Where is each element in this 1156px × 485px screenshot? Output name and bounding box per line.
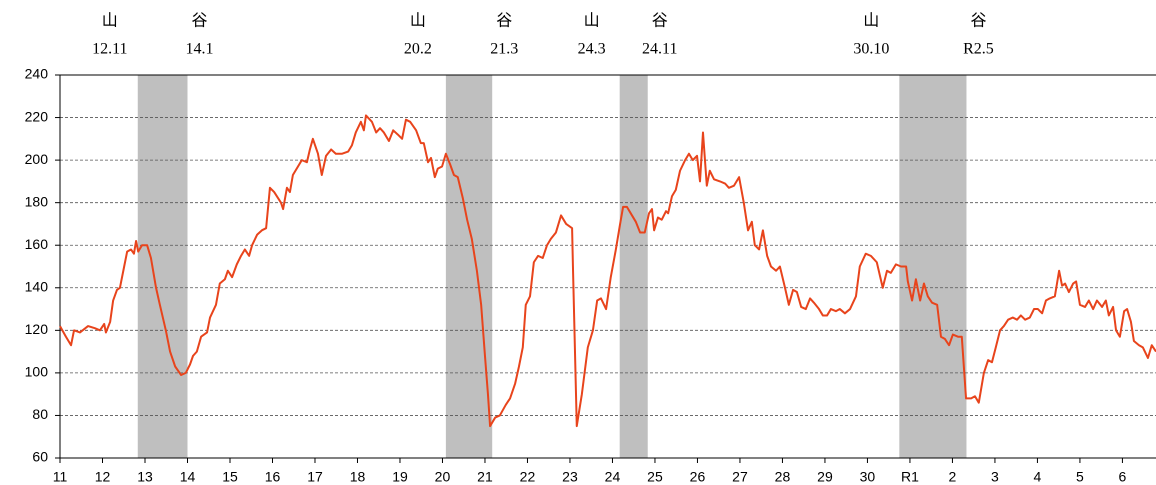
trough-label: 谷 <box>652 12 668 30</box>
x-tick-label: R1 <box>901 469 919 485</box>
y-tick-label: 60 <box>32 449 48 465</box>
peak-date: 24.3 <box>578 41 606 58</box>
x-tick-label: 11 <box>53 469 68 485</box>
peak-date: 12.11 <box>92 41 127 58</box>
y-tick-label: 80 <box>32 406 48 422</box>
x-tick-label: 23 <box>562 469 578 485</box>
trough-label: 谷 <box>970 12 986 30</box>
x-tick-label: 30 <box>860 469 876 485</box>
period-band <box>137 75 188 458</box>
x-tick-label: 28 <box>775 469 791 485</box>
y-tick-label: 240 <box>25 66 49 82</box>
y-tick-label: 160 <box>25 236 49 252</box>
x-tick-label: 12 <box>95 469 111 485</box>
x-tick-label: 20 <box>435 469 451 485</box>
y-tick-label: 220 <box>25 108 49 124</box>
x-tick-label: 29 <box>817 469 833 485</box>
peak-label: 山 <box>584 12 600 30</box>
period-band <box>899 75 967 458</box>
x-tick-label: 5 <box>1076 469 1084 485</box>
trough-date: 14.1 <box>185 41 213 58</box>
trough-date: R2.5 <box>963 41 994 58</box>
trough-label: 谷 <box>191 12 207 30</box>
peak-label: 山 <box>410 12 426 30</box>
x-tick-label: 18 <box>350 469 366 485</box>
x-tick-label: 22 <box>520 469 536 485</box>
x-tick-label: 16 <box>265 469 281 485</box>
x-tick-label: 2 <box>949 469 957 485</box>
x-tick-label: 15 <box>222 469 238 485</box>
x-tick-label: 26 <box>690 469 706 485</box>
x-tick-label: 21 <box>477 469 493 485</box>
x-tick-label: 13 <box>137 469 153 485</box>
y-tick-label: 200 <box>25 151 49 167</box>
peak-date: 30.10 <box>853 41 889 58</box>
peak-label: 山 <box>102 12 118 30</box>
x-tick-label: 14 <box>180 469 196 485</box>
period-band <box>619 75 648 458</box>
y-tick-label: 180 <box>25 193 49 209</box>
x-tick-label: 27 <box>732 469 748 485</box>
x-tick-label: 3 <box>991 469 999 485</box>
series-line <box>59 114 1156 428</box>
peak-label: 山 <box>863 12 879 30</box>
y-tick-label: 120 <box>25 321 49 337</box>
trough-date: 21.3 <box>490 41 518 58</box>
x-tick-label: 19 <box>392 469 408 485</box>
period-band <box>445 75 493 458</box>
x-tick-label: 6 <box>1119 469 1127 485</box>
x-tick-label: 24 <box>605 469 621 485</box>
y-tick-label: 100 <box>25 364 49 380</box>
peak-date: 20.2 <box>404 41 432 58</box>
x-tick-label: 17 <box>307 469 323 485</box>
trough-label: 谷 <box>496 12 512 30</box>
x-tick-label: 4 <box>1034 469 1042 485</box>
y-tick-label: 140 <box>25 278 49 294</box>
trough-date: 24.11 <box>642 41 677 58</box>
x-tick-label: 25 <box>647 469 663 485</box>
